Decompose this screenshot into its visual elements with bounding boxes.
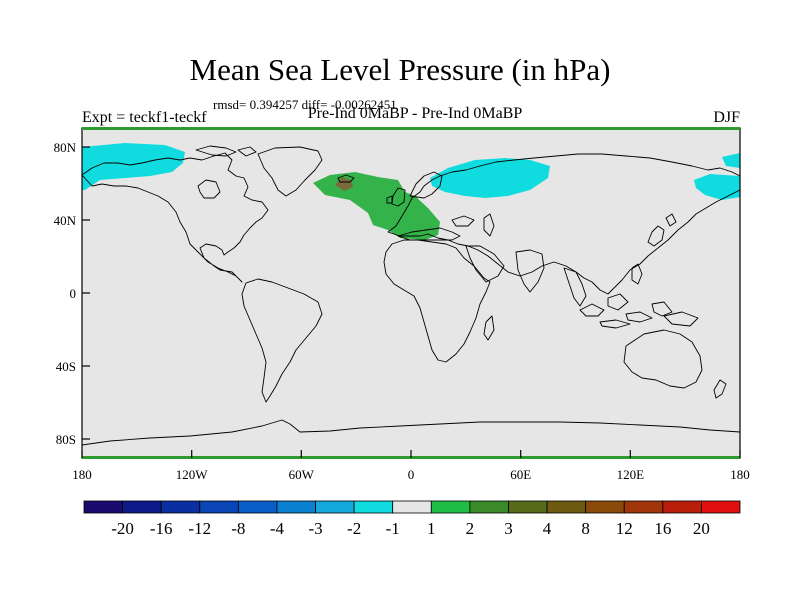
lat-label-eq: 0 [70,286,77,301]
lon-label-60w: 60W [289,467,315,482]
colorbar-label: -1 [386,519,400,538]
lon-label-120w: 120W [176,467,209,482]
stats-text: rmsd= 0.394257 diff= -0.00262451 [213,97,397,112]
coast-madagascar [483,315,495,341]
colorbar-label: 3 [504,519,513,538]
coast-greenland [257,146,323,197]
experiment-label: Expt = teckf1-teckf [82,109,207,126]
colorbar-label: 12 [616,519,633,538]
lon-axis: 180 120W 60W 0 60E 120E 180 [72,450,750,482]
coast-black-sea [451,215,475,227]
lat-label-40s: 40S [56,359,76,374]
colorbar-label: 20 [693,519,710,538]
colorbar-box [160,500,201,514]
coast-eurasia [387,153,741,295]
coast-africa [383,239,491,363]
map-background [82,128,740,458]
coast-india [515,249,545,293]
colorbar-label: 1 [427,519,436,538]
coast-caspian [483,213,495,237]
coast-southeast-asia [563,267,587,307]
coast-south-america [241,278,323,403]
colorbar-box [701,500,741,514]
coast-australia [623,329,703,389]
colorbar-box [199,500,239,514]
colorbar-label: 4 [543,519,552,538]
colorbar-label: 16 [654,519,671,538]
coast-new-zealand [713,379,727,399]
lat-label-40n: 40N [54,213,77,228]
neg-region-east-top [722,153,740,168]
coast-scandinavia [409,171,443,199]
lat-axis: 80N 40N 0 40S 80S [54,140,90,447]
colorbar-label: -16 [150,519,173,538]
colorbar-label: 8 [581,519,590,538]
coastlines [81,145,741,446]
coast-arctic-islands [195,145,257,157]
coast-indonesia [579,293,673,329]
colorbar-box [508,500,548,514]
lon-label-60e: 60E [510,467,531,482]
colorbar-box [585,500,625,514]
colorbar-box [430,500,471,514]
colorbar-label: -2 [347,519,361,538]
colorbar: -20 -16 -12 -8 -4 -3 -2 -1 1 2 3 4 8 12 16 20 [83,500,741,538]
neg-region-siberia [430,158,550,198]
lon-label-180e: 180 [730,467,750,482]
colorbar-label: -12 [188,519,211,538]
colorbar-box [469,500,509,514]
neg-region-arctic-canada [82,143,185,190]
coast-british-isles [386,187,406,207]
colorbar-label: -20 [111,519,134,538]
coast-japan [647,213,677,247]
colorbar-box [662,500,702,514]
season-label: DJF [713,109,740,126]
coast-new-guinea [663,311,699,327]
lon-label-120e: 120E [617,467,645,482]
plot-title: Mean Sea Level Pressure (in hPa) [189,52,611,87]
colorbar-box [392,500,432,514]
coast-antarctica [81,419,741,446]
colorbar-label: -3 [308,519,322,538]
colorbar-label: 2 [466,519,475,538]
coast-hudson-bay [197,179,221,199]
colorbar-box [623,500,664,514]
lon-label-180w: 180 [72,467,92,482]
colorbar-box [546,500,587,514]
coast-arabia [465,245,505,283]
lon-label-0: 0 [408,467,415,482]
coast-philippines [631,263,643,285]
anomaly-shading [82,143,740,240]
colorbar-box [83,500,123,514]
colorbar-box [122,500,162,514]
neg-region-kamchatka [694,174,740,200]
colorbar-box [353,500,394,514]
lat-label-80n: 80N [54,140,77,155]
colorbar-box [315,500,355,514]
colorbar-box [237,500,278,514]
coast-north-america [81,152,269,283]
colorbar-label: -4 [270,519,285,538]
lat-label-80s: 80S [56,432,76,447]
colorbar-label: -8 [231,519,245,538]
colorbar-box [276,500,316,514]
comparison-label: Pre-Ind 0MaBP - Pre-Ind 0MaBP [307,105,523,122]
coast-iceland [337,174,355,183]
